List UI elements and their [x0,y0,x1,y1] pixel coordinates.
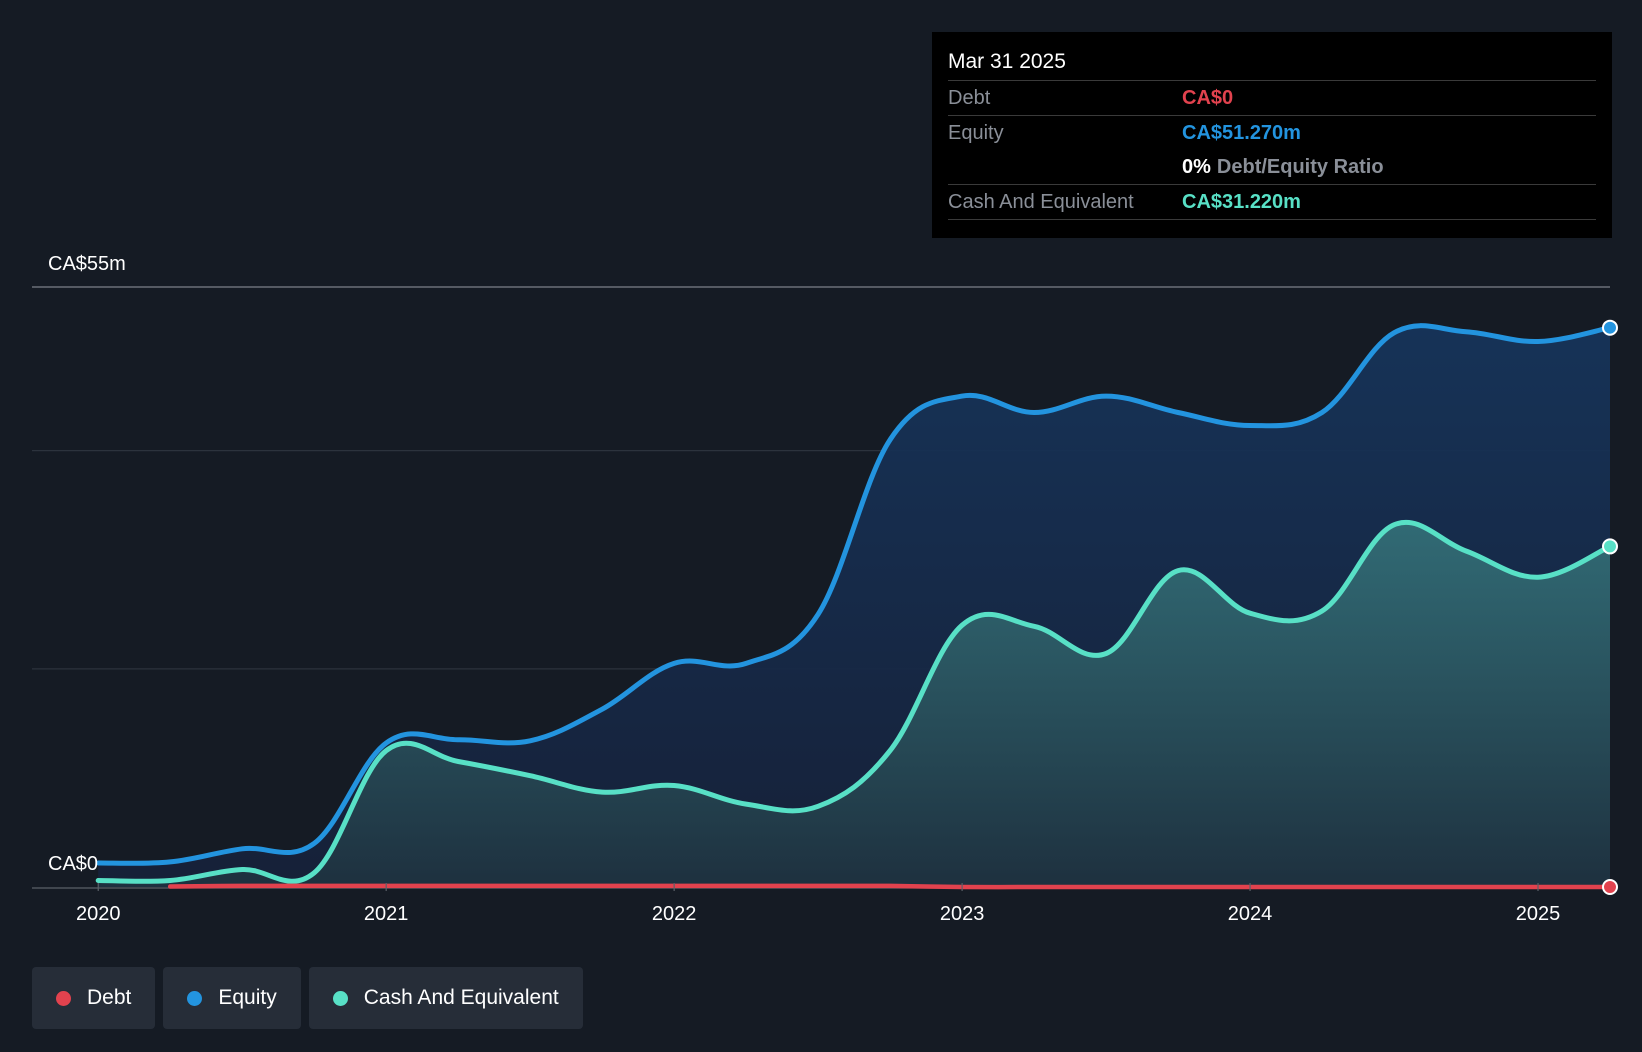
legend-item-equity[interactable]: Equity [163,967,301,1029]
legend-item-cash[interactable]: Cash And Equivalent [308,967,583,1029]
x-tick-label-2024: 2024 [1228,903,1273,925]
x-tick-label-2022: 2022 [652,903,697,925]
tooltip-ratio-label: Debt/Equity Ratio [1216,155,1384,178]
cash-and-equivalent-area [98,522,1611,887]
cash-and-equivalent-line [95,519,1613,884]
cash-and-equivalent-end-point[interactable] [1602,538,1618,555]
tooltip-panel: Mar 31 2025 Debt CA$0 Equity CA$51.270m … [932,32,1612,238]
x-tick-label-2020: 2020 [76,903,121,925]
cash-dot-icon [332,990,348,1006]
legend-label-cash: Cash And Equivalent [363,986,559,1009]
tooltip-equity-label: Equity [948,121,1004,144]
tooltip-row-ratio: 0% Debt/Equity Ratio [948,150,1596,184]
tooltip-row-equity: Equity CA$51.270m [948,115,1596,150]
tooltip-cash-value: CA$31.220m [1182,190,1301,213]
x-tick-label-2021: 2021 [364,903,409,925]
equity-end-point[interactable] [1602,319,1618,336]
debt-line [167,883,1613,890]
tooltip-debt-value: CA$0 [1182,86,1234,109]
y-label-top: CA$55m [48,253,126,275]
tooltip-debt-label: Debt [948,86,991,109]
legend-item-debt[interactable]: Debt [32,967,156,1029]
tooltip-row-debt: Debt CA$0 [948,80,1596,115]
tooltip-date: Mar 31 2025 [948,50,1066,73]
x-tick-label-2023: 2023 [940,903,985,925]
area-layer [98,325,1611,887]
chart-legend: Debt Equity Cash And Equivalent [32,967,583,1029]
tooltip-row-cash: Cash And Equivalent CA$31.220m [948,184,1596,220]
legend-label-debt: Debt [87,986,132,1009]
tooltip-cash-label: Cash And Equivalent [948,190,1134,213]
tooltip-ratio-value: 0% [1182,155,1211,178]
equity-line [95,323,1613,866]
x-tick-label-2025: 2025 [1516,903,1561,925]
tooltip-equity-value: CA$51.270m [1182,121,1301,144]
legend-label-equity: Equity [218,986,277,1009]
axis-layer: 2020 2021 2022 2023 2024 2025 CA$55m CA$0 [48,253,1560,925]
debt-end-point[interactable] [1602,879,1618,895]
equity-dot-icon [187,990,203,1006]
line-layer [95,319,1618,895]
debt-dot-icon [56,990,71,1006]
y-label-bottom: CA$0 [48,853,98,875]
